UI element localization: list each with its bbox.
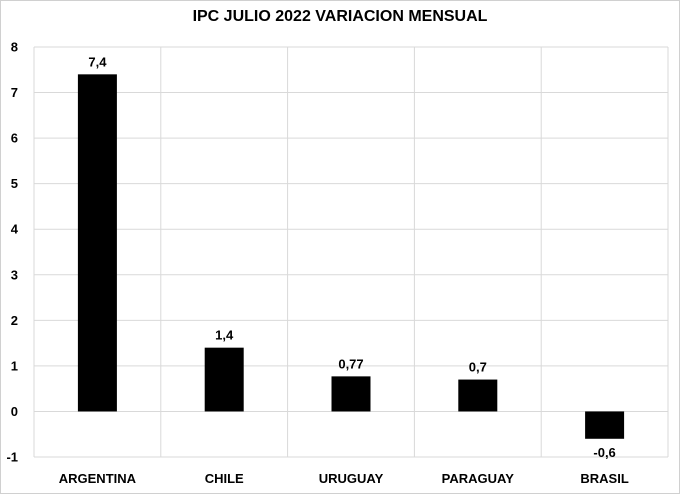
data-label: 1,4 (215, 328, 234, 343)
chart-title: IPC JULIO 2022 VARIACION MENSUAL (192, 8, 488, 25)
y-tick-label: 5 (11, 176, 18, 191)
bars (77, 74, 625, 439)
category-label: PARAGUAY (442, 471, 515, 486)
y-tick-label: 6 (11, 131, 18, 146)
category-label: URUGUAY (319, 471, 384, 486)
y-tick-label: 3 (11, 267, 18, 282)
bar (77, 74, 117, 412)
data-label: 7,4 (88, 54, 107, 69)
data-label: -0,6 (593, 445, 615, 460)
bar (458, 379, 498, 412)
y-tick-label: 8 (11, 40, 18, 55)
bar (585, 411, 625, 439)
category-label: BRASIL (580, 471, 628, 486)
category-label: ARGENTINA (59, 471, 137, 486)
bar (204, 347, 244, 412)
category-labels: ARGENTINA CHILE URUGUAY PARAGUAY BRASIL (59, 471, 629, 486)
y-tick-label: 0 (11, 404, 18, 419)
y-tick-label: 1 (11, 358, 18, 373)
data-labels: 7,4 1,4 0,77 0,7 -0,6 (88, 54, 615, 459)
grid-lines (33, 46, 669, 458)
bar (331, 376, 371, 412)
data-label: 0,7 (469, 360, 487, 375)
y-tick-label: 2 (11, 313, 18, 328)
category-label: CHILE (205, 471, 244, 486)
y-axis-ticks: 8 7 6 5 4 3 2 1 0 -1 (6, 40, 18, 465)
y-tick-label: -1 (6, 450, 18, 465)
y-tick-label: 4 (11, 222, 19, 237)
y-tick-label: 7 (11, 85, 18, 100)
data-label: 0,77 (338, 356, 363, 371)
